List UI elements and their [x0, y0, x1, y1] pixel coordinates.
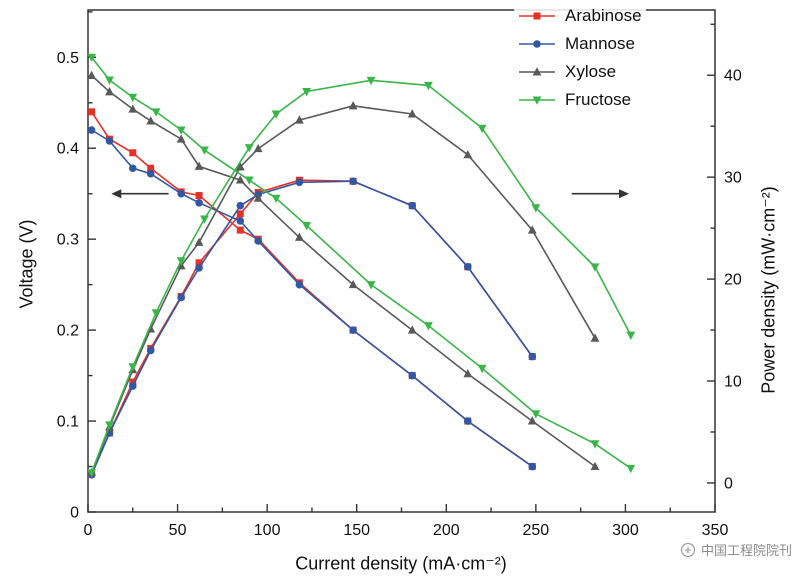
left-axis-arrow — [111, 189, 169, 199]
legend-label: Fructose — [565, 89, 632, 109]
series-arabinose-power — [88, 176, 536, 478]
x-tick-label: 150 — [343, 522, 370, 539]
left-y-tick-label: 0.4 — [57, 141, 79, 158]
left-y-tick-label: 0 — [70, 505, 79, 522]
legend-marker-triangle-down-icon — [519, 96, 555, 105]
series-arabinose-voltage — [88, 108, 536, 471]
right-axis-title: Power density (mW·cm⁻²) — [758, 186, 779, 394]
legend-item-xylose: Xylose — [518, 60, 642, 83]
legend-marker-triangle-up-icon — [519, 66, 555, 75]
right-y-tick-label: 10 — [724, 374, 742, 391]
x-tick-label: 350 — [702, 522, 729, 539]
legend-marker-circle-icon — [519, 39, 555, 48]
legend-label: Arabinose — [565, 5, 642, 25]
series-fructose-power — [87, 76, 636, 478]
x-tick-label: 300 — [612, 522, 639, 539]
series-xylose-voltage — [87, 70, 600, 471]
x-tick-label: 250 — [523, 522, 550, 539]
journal-watermark: 中国工程院院刊 — [680, 540, 792, 559]
right-y-tick-label: 20 — [724, 272, 742, 289]
left-y-tick-label: 0.1 — [57, 414, 79, 431]
legend-item-arabinose: Arabinose — [518, 4, 642, 27]
journal-logo-icon — [680, 542, 696, 557]
right-y-tick-label: 40 — [724, 68, 742, 85]
legend-label: Xylose — [565, 61, 617, 81]
left-axis-title: Voltage (V) — [16, 219, 37, 309]
x-axis-title: Current density (mA·cm⁻²) — [295, 553, 507, 574]
legend-label: Mannose — [565, 33, 635, 53]
right-y-tick-label: 30 — [724, 170, 742, 187]
journal-watermark-text: 中国工程院院刊 — [700, 543, 792, 558]
legend-item-fructose: Fructose — [518, 88, 642, 111]
left-y-tick-label: 0.5 — [57, 50, 79, 67]
left-y-tick-label: 0.3 — [57, 232, 79, 249]
series-xylose-power — [87, 101, 600, 477]
legend-marker-square-icon — [519, 12, 555, 19]
right-y-tick-label: 0 — [724, 475, 733, 492]
series-mannose-power — [87, 177, 537, 479]
x-tick-label: 50 — [169, 522, 187, 539]
series-mannose-voltage — [87, 126, 537, 471]
x-tick-label: 100 — [254, 522, 281, 539]
series-fructose-voltage — [87, 53, 636, 474]
right-axis-arrow — [571, 189, 630, 199]
x-tick-label: 0 — [84, 522, 93, 539]
legend: Arabinose Mannose Xylose Fructose — [514, 3, 646, 112]
x-tick-label: 200 — [433, 522, 460, 539]
legend-item-mannose: Mannose — [518, 32, 642, 55]
left-y-tick-label: 0.2 — [57, 323, 79, 340]
